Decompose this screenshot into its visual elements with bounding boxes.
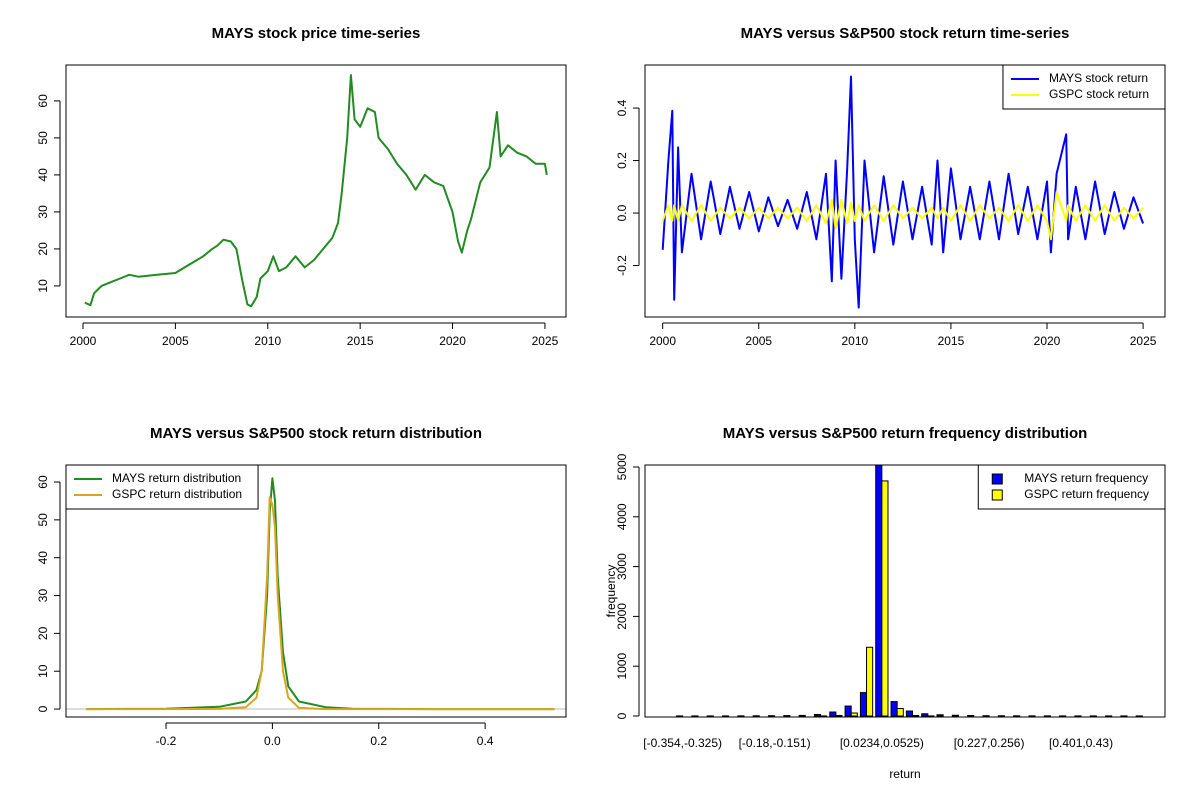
y-tick-label: 0.0 <box>615 204 629 221</box>
y-tick-label: 50 <box>36 131 50 145</box>
series-line <box>661 75 1145 309</box>
bar <box>844 705 852 717</box>
x-tick-label: [0.0234,0.0525) <box>840 736 924 750</box>
legend-box <box>1002 64 1166 110</box>
legend-label: MAYS return distribution <box>112 471 241 485</box>
y-tick-label: 60 <box>36 94 50 108</box>
x-tick-label: 2025 <box>532 334 559 348</box>
bar <box>850 712 858 717</box>
x-tick-label: 2005 <box>162 334 189 348</box>
y-tick-label: 10 <box>36 664 50 678</box>
series-line <box>84 74 548 308</box>
y-tick-label: 0 <box>36 705 50 712</box>
y-tick-label: 20 <box>36 242 50 256</box>
x-tick-label: 0.4 <box>477 734 494 748</box>
plot-frame <box>65 64 567 318</box>
plot-frame <box>65 464 567 718</box>
x-tick-label: [-0.18,-0.151) <box>739 736 811 750</box>
x-tick-label: 2015 <box>938 334 965 348</box>
x-tick-label: 2010 <box>254 334 281 348</box>
series-line <box>86 496 555 711</box>
panel: MAYS versus S&P500 stock return distribu… <box>36 425 567 748</box>
legend: MAYS return distribution GSPC return dist… <box>65 464 259 510</box>
legend-label: GSPC return frequency <box>1024 487 1149 501</box>
y-tick-label: 10 <box>36 279 50 293</box>
x-tick-label: 0.0 <box>264 734 281 748</box>
y-axis-label: frequency <box>604 565 618 618</box>
x-tick-label: 2010 <box>841 334 868 348</box>
plot-area <box>661 75 1145 309</box>
bar <box>921 713 929 717</box>
y-tick-label: 60 <box>36 475 50 489</box>
bar <box>859 692 868 717</box>
plot-frame <box>644 464 1166 718</box>
y-tick-label: 4000 <box>615 503 629 530</box>
bar <box>896 708 904 717</box>
panel: MAYS versus S&P500 stock return time-ser… <box>615 25 1166 348</box>
bar <box>829 711 837 717</box>
chart-title: MAYS stock price time-series <box>212 25 421 42</box>
y-tick-label: 5000 <box>615 453 629 480</box>
y-tick-label: 30 <box>36 205 50 219</box>
bar <box>881 480 889 717</box>
x-tick-label: 2005 <box>745 334 772 348</box>
x-tick-label: 2015 <box>347 334 374 348</box>
x-tick-label: 2025 <box>1130 334 1157 348</box>
x-tick-label: 2000 <box>649 334 676 348</box>
x-tick-label: 2000 <box>70 334 97 348</box>
x-tick-label: 0.2 <box>370 734 387 748</box>
x-axis-label: return <box>889 767 920 781</box>
legend-swatch <box>991 489 1003 501</box>
bar <box>875 465 883 717</box>
bar <box>866 646 874 717</box>
bar <box>813 714 822 717</box>
plot-area <box>676 465 1143 717</box>
y-tick-label: 40 <box>36 168 50 182</box>
y-tick-label: 3000 <box>615 553 629 580</box>
x-tick-label: 2020 <box>1034 334 1061 348</box>
x-tick-label: [-0.354,-0.325) <box>643 736 722 750</box>
bar <box>951 714 959 717</box>
legend-label: MAYS stock return <box>1049 71 1148 85</box>
plot-area <box>84 74 548 308</box>
series-line <box>661 191 1144 241</box>
y-tick-label: 30 <box>36 589 50 603</box>
legend-label: GSPC stock return <box>1049 87 1149 101</box>
y-tick-label: 20 <box>36 626 50 640</box>
legend-swatch <box>991 473 1003 485</box>
y-tick-label: 1000 <box>615 653 629 680</box>
panel: MAYS versus S&P500 return frequency dist… <box>604 425 1166 781</box>
bar <box>936 714 944 717</box>
x-tick-label: -0.2 <box>156 734 177 748</box>
y-tick-label: 2000 <box>615 603 629 630</box>
bar <box>890 701 898 717</box>
x-tick-label: [0.227,0.256) <box>954 736 1025 750</box>
chart-title: MAYS versus S&P500 stock return time-ser… <box>741 25 1070 42</box>
bar <box>798 714 806 717</box>
chart-title: MAYS versus S&P500 stock return distribu… <box>150 425 482 442</box>
x-tick-label: [0.401,0.43) <box>1049 736 1113 750</box>
legend-box <box>977 464 1166 510</box>
y-tick-label: 50 <box>36 513 50 527</box>
plot-frame <box>644 64 1166 318</box>
panel: MAYS stock price time-series 10 20 30 40 50 60… <box>36 25 567 348</box>
y-tick-label: 40 <box>36 551 50 565</box>
y-tick-label: -0.2 <box>615 255 629 276</box>
series-line <box>86 477 555 711</box>
legend-label: GSPC return distribution <box>112 487 242 501</box>
plot-area <box>66 477 566 711</box>
legend: MAYS stock return GSPC stock return <box>1002 64 1166 110</box>
y-tick-label: 0 <box>615 712 629 719</box>
y-tick-label: 0.4 <box>615 99 629 116</box>
legend-label: MAYS return frequency <box>1024 471 1148 485</box>
legend: MAYS return frequency GSPC return frequen… <box>977 464 1166 510</box>
bar <box>905 710 914 717</box>
chart-title: MAYS versus S&P500 return frequency dist… <box>723 425 1088 442</box>
legend-box <box>65 464 259 510</box>
x-tick-label: 2020 <box>439 334 466 348</box>
y-tick-label: 0.2 <box>615 152 629 169</box>
